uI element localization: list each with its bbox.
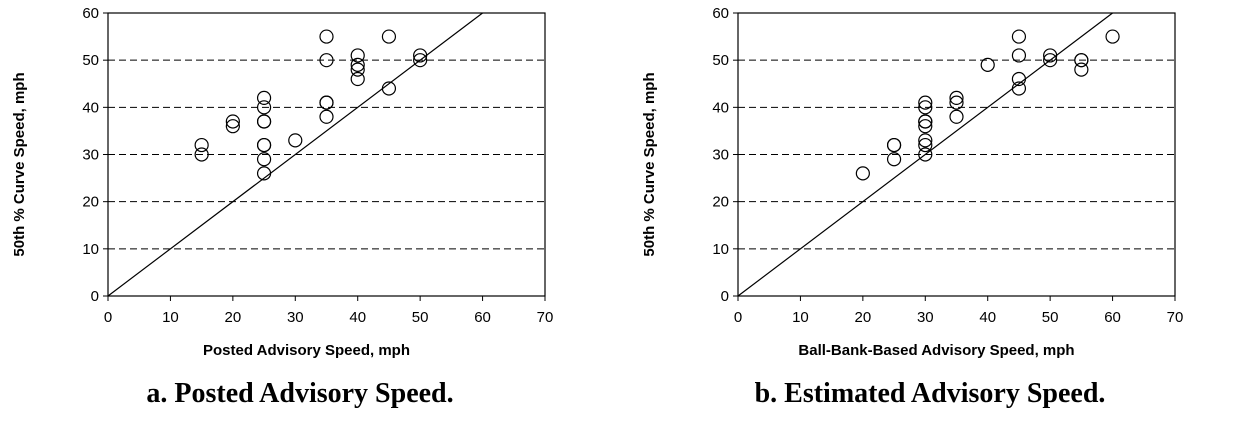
data-point [1011, 29, 1027, 44]
data-point [886, 152, 902, 167]
data-point [350, 62, 365, 77]
data-point [256, 137, 272, 153]
data-point [256, 90, 272, 106]
y-tick-label: 0 [91, 288, 99, 305]
data-point [256, 114, 272, 129]
x-tick-label: 0 [734, 309, 742, 326]
data-point [350, 48, 365, 63]
data-point [350, 71, 365, 87]
reference-line [737, 12, 1113, 297]
y-tick-label: 40 [82, 99, 99, 116]
data-point [949, 95, 964, 110]
x-tick-label: 50 [1042, 309, 1059, 326]
data-point [918, 119, 933, 134]
x-tick-label: 60 [1104, 309, 1121, 326]
data-point [381, 81, 397, 96]
data-point [949, 90, 964, 106]
x-tick-label: 20 [225, 309, 242, 326]
x-axis-title: Ball-Bank-Based Advisory Speed, mph [798, 342, 1074, 359]
data-point [1043, 53, 1058, 68]
x-tick-label: 40 [349, 309, 366, 326]
x-tick-label: 40 [979, 309, 996, 326]
data-point [319, 29, 334, 44]
x-tick-label: 10 [162, 309, 179, 326]
data-point [1011, 81, 1027, 96]
y-tick-label: 30 [82, 147, 99, 164]
chart-panel-a: 0 10 20 30 40 50 60 0 10 20 30 40 50 60 70 Posted Advis… [0, 0, 600, 434]
y-tick-label: 20 [82, 194, 99, 211]
data-point [918, 114, 933, 129]
data-point [288, 133, 303, 148]
x-tick-label: 60 [474, 309, 491, 326]
data-point [886, 137, 902, 153]
data-point [1043, 48, 1058, 63]
data-point [1074, 53, 1089, 68]
plot-area-frame [107, 12, 546, 297]
x-tick-label: 30 [287, 309, 304, 326]
data-point [194, 137, 209, 153]
y-axis-title: 50th % Curve Speed, mph [641, 72, 658, 256]
data-point [225, 119, 240, 134]
x-tick-label: 70 [537, 309, 554, 326]
data-point [256, 100, 272, 115]
data-point [194, 147, 209, 162]
y-tick-label: 10 [82, 241, 99, 258]
x-axis-title: Posted Advisory Speed, mph [203, 342, 410, 359]
data-point [413, 48, 428, 63]
data-point [1105, 29, 1120, 44]
data-point [949, 109, 964, 124]
data-point [350, 57, 365, 72]
y-tick-label: 60 [712, 5, 729, 22]
data-point [918, 100, 933, 115]
scatter-chart-b: 0 10 20 30 40 50 60 0 10 20 30 40 50 60 70 Ball-Bank-Ba… [641, 5, 1184, 359]
data-point [855, 166, 870, 181]
data-point [319, 109, 334, 124]
data-point [1011, 71, 1027, 87]
x-tick-label: 50 [412, 309, 429, 326]
chart-panel-b: 0 10 20 30 40 50 60 0 10 20 30 40 50 60 70 Ball-Bank-Ba… [630, 0, 1230, 434]
data-point [319, 95, 334, 110]
y-tick-label: 30 [712, 147, 729, 164]
data-point [225, 114, 240, 129]
data-point [918, 147, 933, 162]
y-tick-label: 60 [82, 5, 99, 22]
data-point [918, 137, 933, 153]
x-tick-label: 20 [855, 309, 872, 326]
y-tick-label: 50 [82, 52, 99, 69]
y-tick-label: 10 [712, 241, 729, 258]
data-point [918, 133, 933, 148]
data-point [256, 166, 272, 181]
data-point [413, 53, 428, 68]
y-axis-title: 50th % Curve Speed, mph [11, 72, 28, 256]
plot-area-frame [737, 12, 1176, 297]
data-point [1011, 48, 1027, 63]
chart-caption-a: a. Posted Advisory Speed. [146, 378, 454, 409]
y-tick-label: 50 [712, 52, 729, 69]
data-point [319, 53, 334, 68]
y-tick-label: 0 [721, 288, 729, 305]
x-tick-label: 10 [792, 309, 809, 326]
scatter-chart-a: 0 10 20 30 40 50 60 0 10 20 30 40 50 60 70 Posted Advis… [11, 5, 554, 359]
y-tick-label: 40 [712, 99, 729, 116]
x-tick-label: 0 [104, 309, 112, 326]
data-point [381, 29, 397, 44]
reference-line [107, 12, 483, 297]
chart-caption-b: b. Estimated Advisory Speed. [754, 378, 1106, 409]
y-tick-label: 20 [712, 194, 729, 211]
data-point [980, 57, 995, 72]
data-point [918, 95, 933, 110]
x-tick-label: 30 [917, 309, 934, 326]
data-point [1074, 62, 1089, 77]
data-point [256, 152, 272, 167]
x-tick-label: 70 [1167, 309, 1184, 326]
